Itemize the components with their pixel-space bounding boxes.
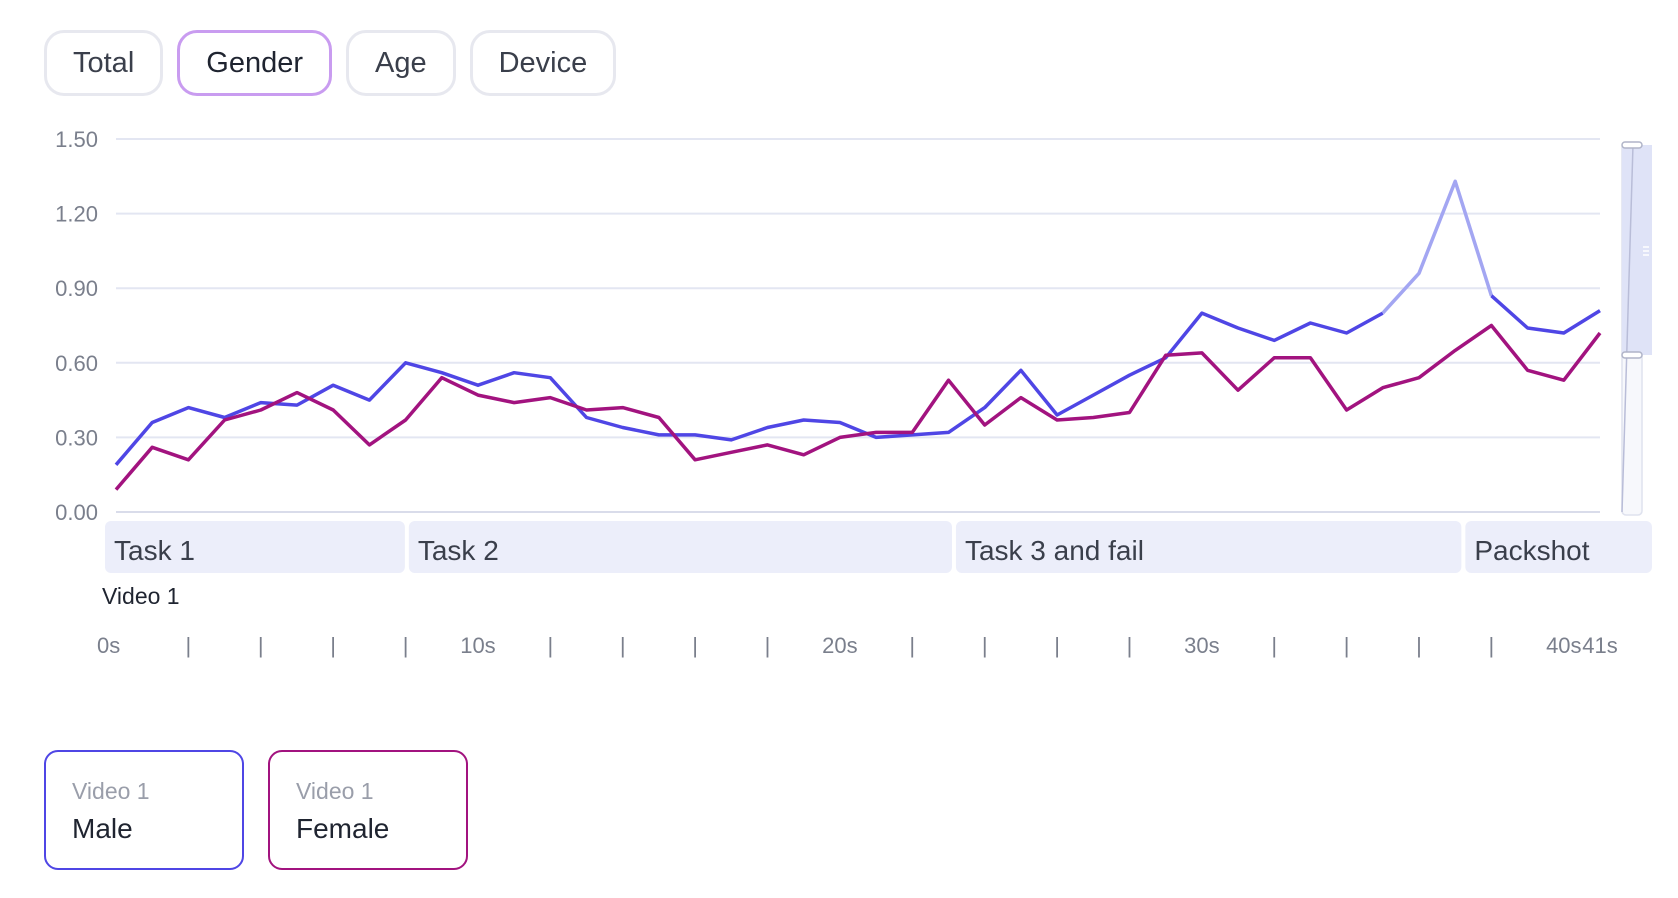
x-tick-mark: |	[692, 633, 698, 658]
x-tick-mark: |	[403, 633, 409, 658]
legend-item-male[interactable]: Video 1 Male	[44, 750, 244, 870]
legend-item-name: Male	[72, 813, 133, 844]
series-line-male	[114, 311, 1384, 466]
y-tick-label: 0.90	[55, 276, 98, 301]
x-tick-mark: |	[1271, 633, 1277, 658]
series-line-male-end	[1490, 294, 1601, 335]
legend: Video 1 Male Video 1 Female	[44, 750, 468, 870]
tab-total-label: Total	[73, 46, 135, 79]
x-tick-label: 40s	[1546, 633, 1581, 658]
series-line-female	[114, 323, 1602, 491]
y-tick-label: 1.20	[55, 202, 98, 227]
x-tick-mark: |	[258, 633, 264, 658]
series-line-male-peak	[1381, 179, 1494, 315]
x-tick-label: 30s	[1184, 633, 1219, 658]
x-tick-mark: |	[547, 633, 553, 658]
segment-label: Task 3 and fail	[965, 535, 1144, 566]
segment-label: Packshot	[1474, 535, 1589, 566]
tab-total[interactable]: Total	[44, 30, 164, 96]
segment-band[interactable]	[955, 521, 1462, 573]
y-tick-label: 1.50	[55, 127, 98, 152]
zoom-handle-bottom[interactable]	[1621, 351, 1643, 359]
x-tick-mark: |	[620, 633, 626, 658]
legend-item-name: Female	[296, 813, 390, 844]
legend-item-video-label: Video 1	[72, 778, 150, 804]
x-tick-label: 0s	[97, 633, 120, 658]
video-label: Video 1	[102, 583, 180, 609]
zoom-scroll-shadow-line	[1621, 144, 1634, 513]
line-chart: 0.00 0.30 0.60 0.90 1.20 1.50 Task 1 Task 2 Tas…	[55, 127, 1652, 658]
legend-item-video-label: Video 1	[296, 778, 374, 804]
x-tick-mark: |	[982, 633, 988, 658]
tab-device-label: Device	[498, 46, 588, 79]
tab-age[interactable]: Age	[346, 30, 456, 96]
x-tick-label: 41s	[1582, 633, 1617, 658]
segment-tabs: Total Gender Age Device	[44, 30, 617, 96]
x-tick-mark: |	[1344, 633, 1350, 658]
segment-band[interactable]	[105, 521, 405, 573]
x-tick-mark: |	[186, 633, 192, 658]
x-tick-mark: |	[1054, 633, 1060, 658]
y-tick-label: 0.60	[55, 351, 98, 376]
y-tick-label: 0.00	[55, 500, 98, 525]
segment-band[interactable]	[408, 521, 952, 573]
tab-device[interactable]: Device	[469, 30, 617, 96]
x-tick-label: 20s	[822, 633, 857, 658]
x-tick-mark: |	[1416, 633, 1422, 658]
tab-gender[interactable]: Gender	[177, 30, 332, 96]
tab-gender-label: Gender	[206, 46, 303, 79]
x-tick-mark: |	[1127, 633, 1133, 658]
zoom-handle-top[interactable]	[1621, 141, 1643, 149]
segment-band[interactable]	[1465, 521, 1652, 573]
segment-label: Task 2	[418, 535, 499, 566]
x-tick-mark: |	[909, 633, 915, 658]
y-tick-label: 0.30	[55, 425, 98, 450]
tab-age-label: Age	[375, 46, 427, 79]
segment-label: Task 1	[114, 535, 195, 566]
x-tick-mark: |	[330, 633, 336, 658]
x-tick-mark: |	[765, 633, 771, 658]
x-tick-mark: |	[1489, 633, 1495, 658]
zoom-scroll-window[interactable]	[1622, 145, 1652, 355]
legend-item-female[interactable]: Video 1 Female	[268, 750, 468, 870]
x-tick-label: 10s	[460, 633, 495, 658]
